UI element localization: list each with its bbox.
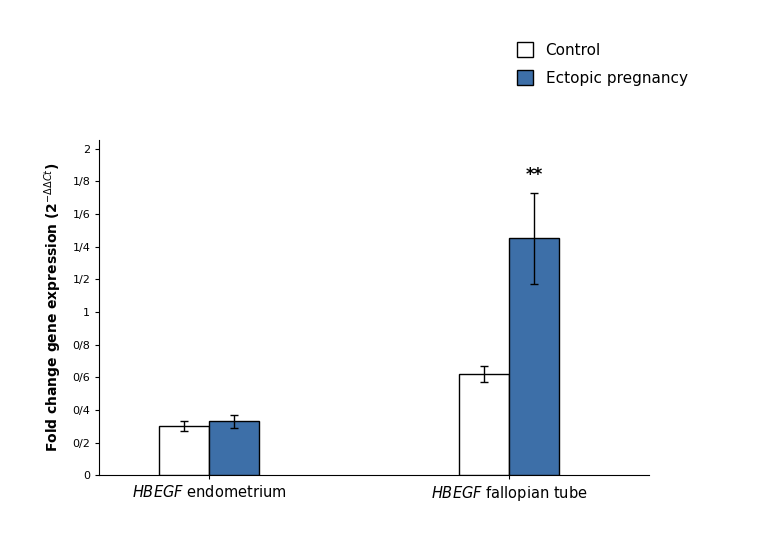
Bar: [510, 238, 559, 475]
Y-axis label: Fold change gene expression (2$^{-\Delta\Delta Ct}$): Fold change gene expression (2$^{-\Delta…: [43, 163, 64, 453]
Text: **: **: [526, 166, 543, 185]
Bar: [459, 374, 510, 475]
Bar: [209, 421, 259, 475]
Legend: Control, Ectopic pregnancy: Control, Ectopic pregnancy: [509, 35, 695, 93]
Bar: [160, 426, 209, 475]
